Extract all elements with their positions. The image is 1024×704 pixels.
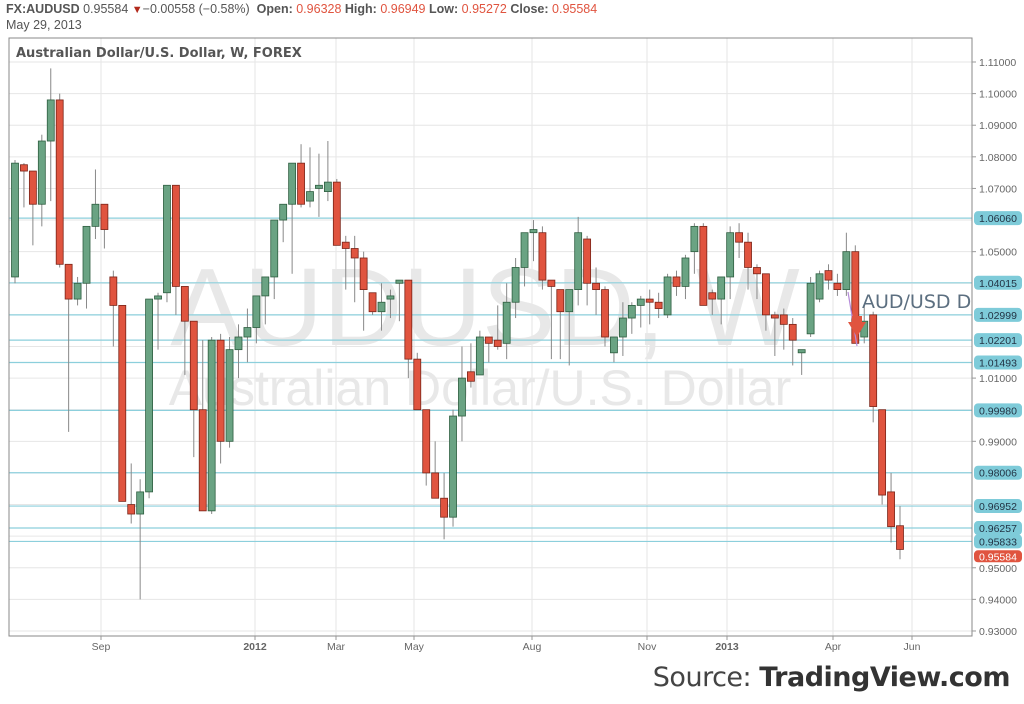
- svg-text:1.07000: 1.07000: [979, 183, 1017, 195]
- svg-text:1.05000: 1.05000: [979, 247, 1017, 259]
- svg-text:1.09000: 1.09000: [979, 120, 1017, 132]
- price-change: −0.00558 (−0.58%): [142, 2, 250, 16]
- svg-text:1.08000: 1.08000: [979, 152, 1017, 164]
- svg-text:0.95833: 0.95833: [979, 536, 1017, 548]
- time-axis[interactable]: Sep 2012 Mar May Aug Nov 2013 Apr Jun: [92, 636, 921, 653]
- close-value: 0.95584: [552, 2, 598, 16]
- svg-text:Australian Dollar/U.S. Dollar,: Australian Dollar/U.S. Dollar, W, FOREX: [16, 46, 302, 61]
- svg-text:0.93000: 0.93000: [979, 626, 1017, 638]
- svg-text:Mar: Mar: [327, 641, 346, 653]
- open-label: Open:: [256, 2, 293, 16]
- svg-text:1.06060: 1.06060: [979, 213, 1017, 225]
- quote-date: May 29, 2013: [6, 18, 82, 32]
- svg-text:1.10000: 1.10000: [979, 89, 1017, 101]
- svg-text:2012: 2012: [243, 641, 267, 653]
- svg-text:Sep: Sep: [92, 641, 111, 653]
- price-axis[interactable]: 1.11000 1.10000 1.09000 1.08000 1.07000 1.050…: [972, 57, 1022, 638]
- plot-frame: [8, 37, 973, 637]
- svg-text:2013: 2013: [715, 641, 739, 653]
- svg-text:Apr: Apr: [825, 641, 842, 653]
- low-value: 0.95272: [461, 2, 507, 16]
- svg-text:Jun: Jun: [904, 641, 921, 653]
- svg-text:AUD/USD D: AUD/USD D: [862, 291, 971, 313]
- svg-text:Nov: Nov: [638, 641, 657, 653]
- open-value: 0.96328: [296, 2, 342, 16]
- svg-text:0.95584: 0.95584: [979, 551, 1017, 563]
- annotation: AUD/USD D: [847, 291, 971, 347]
- svg-text:Aug: Aug: [523, 641, 542, 653]
- source-credit: Source: TradingView.com: [652, 662, 1011, 693]
- high-value: 0.96949: [380, 2, 426, 16]
- svg-text:0.96952: 0.96952: [979, 501, 1017, 513]
- symbol: FX:AUDUSD: [6, 2, 80, 16]
- svg-text:1.02999: 1.02999: [979, 310, 1017, 322]
- svg-text:1.11000: 1.11000: [979, 57, 1016, 69]
- close-label: Close:: [510, 2, 549, 16]
- quote-header: FX:AUDUSD 0.95584 ▼−0.00558 (−0.58%) Ope…: [6, 2, 597, 18]
- svg-text:0.99000: 0.99000: [979, 436, 1017, 448]
- last-price: 0.95584: [83, 2, 129, 16]
- svg-text:1.02201: 1.02201: [979, 335, 1017, 347]
- high-label: High:: [344, 2, 377, 16]
- svg-text:0.94000: 0.94000: [979, 594, 1017, 606]
- source-prefix: Source:: [652, 662, 760, 693]
- svg-text:1.01000: 1.01000: [979, 373, 1017, 385]
- svg-text:0.98006: 0.98006: [979, 468, 1017, 480]
- svg-text:0.95000: 0.95000: [979, 563, 1017, 575]
- svg-text:May: May: [404, 641, 425, 653]
- candles: [11, 68, 904, 600]
- source-brand: TradingView.com: [759, 662, 1010, 693]
- svg-text:1.01493: 1.01493: [979, 358, 1017, 370]
- down-arrow-icon: ▼: [131, 4, 143, 16]
- low-label: Low:: [429, 2, 459, 16]
- svg-text:0.96257: 0.96257: [979, 523, 1017, 535]
- svg-text:0.99980: 0.99980: [979, 405, 1017, 417]
- svg-text:1.04015: 1.04015: [979, 278, 1017, 290]
